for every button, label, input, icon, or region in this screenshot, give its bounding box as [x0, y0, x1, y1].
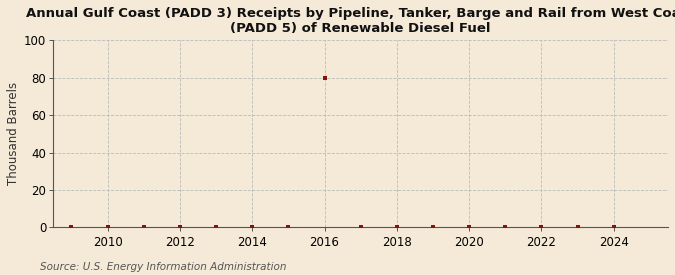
Title: Annual Gulf Coast (PADD 3) Receipts by Pipeline, Tanker, Barge and Rail from Wes: Annual Gulf Coast (PADD 3) Receipts by P…: [26, 7, 675, 35]
Y-axis label: Thousand Barrels: Thousand Barrels: [7, 82, 20, 185]
Text: Source: U.S. Energy Information Administration: Source: U.S. Energy Information Administ…: [40, 262, 287, 272]
